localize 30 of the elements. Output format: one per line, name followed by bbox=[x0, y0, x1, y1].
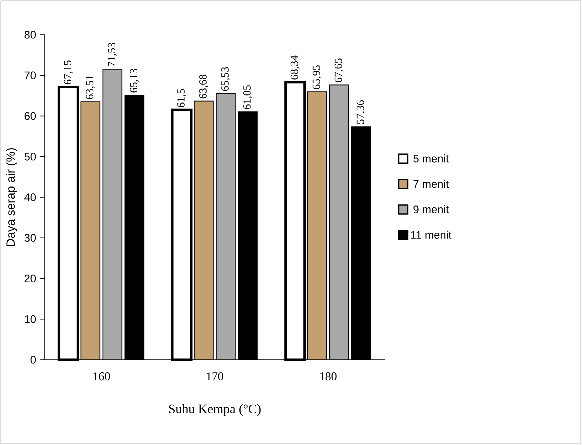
data-label: 57,36 bbox=[356, 100, 366, 124]
y-tick-label: 10 bbox=[25, 316, 36, 324]
y-tick-label: 70 bbox=[24, 72, 36, 80]
data-label: 67,15 bbox=[64, 60, 74, 85]
x-tick-label: 180 bbox=[320, 372, 337, 381]
x-tick-label: 170 bbox=[207, 372, 224, 381]
x-axis-title: Suhu Kempa (°C) bbox=[169, 404, 261, 416]
legend-label: 7 menit bbox=[414, 180, 450, 188]
y-tick-label: 50 bbox=[24, 153, 36, 161]
y-tick-label: 60 bbox=[24, 112, 36, 120]
data-label: 65,13 bbox=[130, 68, 140, 93]
y-tick-label: 0 bbox=[30, 356, 36, 364]
data-label: 68,34 bbox=[290, 56, 300, 80]
data-label: 65,53 bbox=[222, 67, 230, 92]
legend-label: 11 menit bbox=[411, 230, 452, 239]
data-label: 61,5 bbox=[178, 89, 186, 108]
data-label: 63,51 bbox=[86, 76, 96, 100]
y-tick-label: 40 bbox=[24, 194, 36, 202]
y-axis-title: Daya serap air (%) bbox=[6, 148, 18, 246]
y-tick-label: 80 bbox=[24, 31, 36, 39]
y-tick-label: 30 bbox=[24, 234, 36, 242]
data-label: 63,68 bbox=[200, 74, 208, 99]
data-label: 71,53 bbox=[108, 42, 118, 66]
x-tick-label: 160 bbox=[94, 372, 110, 381]
data-label: 67,65 bbox=[334, 58, 344, 83]
data-label: 61,05 bbox=[244, 86, 252, 110]
y-tick-label: 20 bbox=[24, 274, 36, 283]
data-label: 65,95 bbox=[312, 66, 322, 90]
legend-label: 5 menit bbox=[414, 154, 450, 163]
legend-label: 9 menit bbox=[414, 206, 450, 214]
